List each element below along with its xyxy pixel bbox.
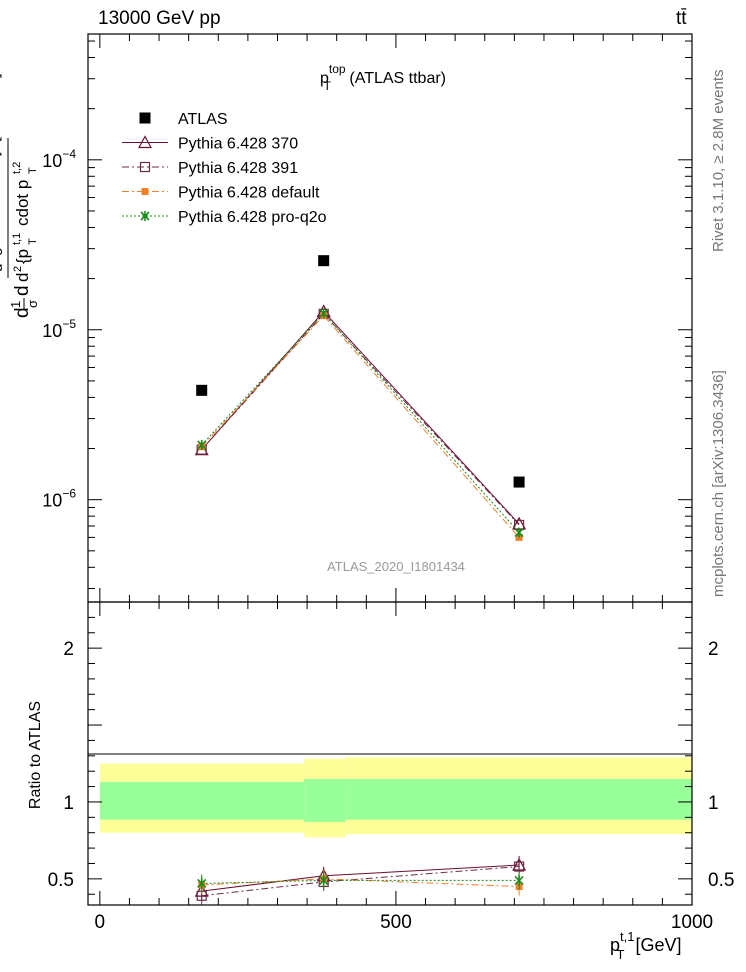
- main-series-markers: [194, 255, 527, 541]
- legend: ATLAS Pythia 6.428 370 Pythia 6.428 391 Pyt…: [122, 111, 327, 226]
- legend-label-pythia-6-428-default: Pythia 6.428 default: [178, 185, 320, 202]
- svg-text:σ: σ: [0, 246, 6, 256]
- main-point-atlas: [513, 476, 525, 488]
- svg-text:{p: {p: [13, 249, 32, 264]
- title-sub: T: [324, 79, 332, 93]
- main-line-pythia-6-428-default: [201, 314, 520, 538]
- ratio-y-tick-label-right: 0.5: [708, 870, 734, 891]
- ratio-series-lines: [201, 864, 520, 897]
- main-y-tick-label: 10−5: [42, 317, 76, 341]
- main-point-pythia-6-428-pro-q2o: [197, 439, 207, 450]
- ratio-y-tick-label-right: 2: [708, 639, 719, 660]
- main-y-tick-label: 10−6: [42, 487, 76, 511]
- xlabel-main: p: [610, 935, 620, 955]
- ratio-y-axis-label: Ratio to ATLAS: [27, 701, 44, 809]
- legend-label-pythia-6-428-391: Pythia 6.428 391: [178, 160, 298, 177]
- energy-label: 13000 GeV pp: [98, 8, 221, 29]
- svg-text:2: 2: [12, 266, 24, 272]
- ratio-series-markers: [194, 856, 527, 905]
- ratio-y-tick-label-left: 1: [63, 793, 74, 814]
- ratio-line-pythia-6-428-370: [201, 864, 520, 892]
- svg-text:d: d: [12, 285, 33, 296]
- svg-text:d: d: [12, 307, 33, 318]
- watermark: ATLAS_2020_I1801434: [327, 559, 465, 574]
- legend-marker-pythia-6-428-370: [137, 135, 153, 149]
- ratio-point-pythia-6-428-pro-q2o: [197, 878, 207, 889]
- svg-text:cdot p: cdot p: [13, 180, 32, 226]
- main-line-pythia-6-428-pro-q2o: [201, 312, 520, 533]
- legend-label-atlas: ATLAS: [178, 111, 228, 128]
- process-label: tt̄: [676, 8, 687, 29]
- ratio-y-tick-label-right: 1: [708, 793, 719, 814]
- legend-marker-atlas: [139, 112, 151, 124]
- legend-marker-pythia-6-428-default: [141, 188, 149, 195]
- svg-text:t,1: t,1: [11, 233, 23, 245]
- svg-text:T: T: [27, 167, 39, 174]
- tick-labels: 10−6 10−5 10−4 0 500 1000 0.5 0.5 1 1 2 2: [42, 147, 734, 933]
- ratio-y-tick-label-left: 2: [63, 639, 74, 660]
- main-y-tick-label: 10−4: [42, 147, 76, 171]
- main-series-lines: [201, 310, 520, 538]
- ratio-line-pythia-6-428-391: [201, 866, 520, 897]
- xlabel-sub: T: [616, 947, 624, 962]
- x-tick-label: 500: [380, 912, 412, 933]
- legend-marker-pythia-6-428-pro-q2o: [140, 211, 150, 221]
- ratio-point-pythia-6-428-pro-q2o: [319, 875, 329, 886]
- svg-text:T: T: [27, 238, 39, 245]
- title-sup: top: [329, 62, 346, 76]
- svg-text:σ: σ: [25, 300, 40, 308]
- ratio-y-tick-label-left: 0.5: [48, 870, 74, 891]
- legend-label-pythia-6-428-370: Pythia 6.428 370: [178, 136, 298, 153]
- main-line-pythia-6-428-391: [201, 313, 520, 526]
- svg-text:t,2: t,2: [11, 162, 23, 174]
- legend-marker-pythia-6-428-391: [139, 161, 151, 173]
- svg-text:]: ]: [0, 73, 2, 78]
- ratio-frame: [87, 601, 693, 906]
- xlabel-rest: [GeV]: [630, 935, 681, 955]
- x-axis-label: pt,1 T [GeV]: [610, 929, 681, 962]
- rivet-version-label: Rivet 3.1.10, ≥ 2.8M events: [710, 69, 727, 253]
- main-point-pythia-6-428-pro-q2o: [319, 308, 329, 319]
- svg-text:d: d: [13, 273, 32, 282]
- svg-text:}: }: [0, 150, 2, 156]
- main-point-atlas: [318, 255, 330, 267]
- plot-title: ptop T (ATLAS ttbar): [320, 62, 446, 93]
- x-tick-label: 1000: [671, 912, 713, 933]
- ratio-band-inner: [345, 778, 692, 820]
- main-point-pythia-6-428-pro-q2o: [514, 527, 524, 538]
- svg-text:d: d: [0, 264, 6, 272]
- title-rest: (ATLAS ttbar): [345, 70, 446, 87]
- svg-text:1: 1: [8, 301, 23, 308]
- main-y-axis-label: d 1 σ d d 2 σ fid d 2 {p t,1 T cdot p t,…: [0, 73, 40, 318]
- ratio-point-pythia-6-428-pro-q2o: [514, 875, 524, 886]
- ratio-band-inner: [304, 778, 346, 822]
- x-tick-label: 0: [95, 912, 106, 933]
- xlabel-sup: t,1: [620, 929, 634, 944]
- svg-text:[1/GeV: [1/GeV: [0, 88, 2, 142]
- title-main: p: [320, 70, 329, 87]
- ratio-line-pythia-6-428-pro-q2o: [201, 879, 520, 884]
- main-point-atlas: [196, 384, 208, 396]
- ratio-band-inner: [99, 781, 305, 820]
- ratio-uncertainty-bands: [99, 757, 692, 838]
- mcplots-label: mcplots.cern.ch [arXiv:1306.3436]: [710, 370, 727, 597]
- ratio-point-pythia-6-428-391: [513, 861, 525, 872]
- axis-ticks: [88, 34, 693, 905]
- main-line-pythia-6-428-370: [201, 310, 520, 525]
- legend-label-pythia-6-428-pro-q2o: Pythia 6.428 pro-q2o: [178, 209, 327, 226]
